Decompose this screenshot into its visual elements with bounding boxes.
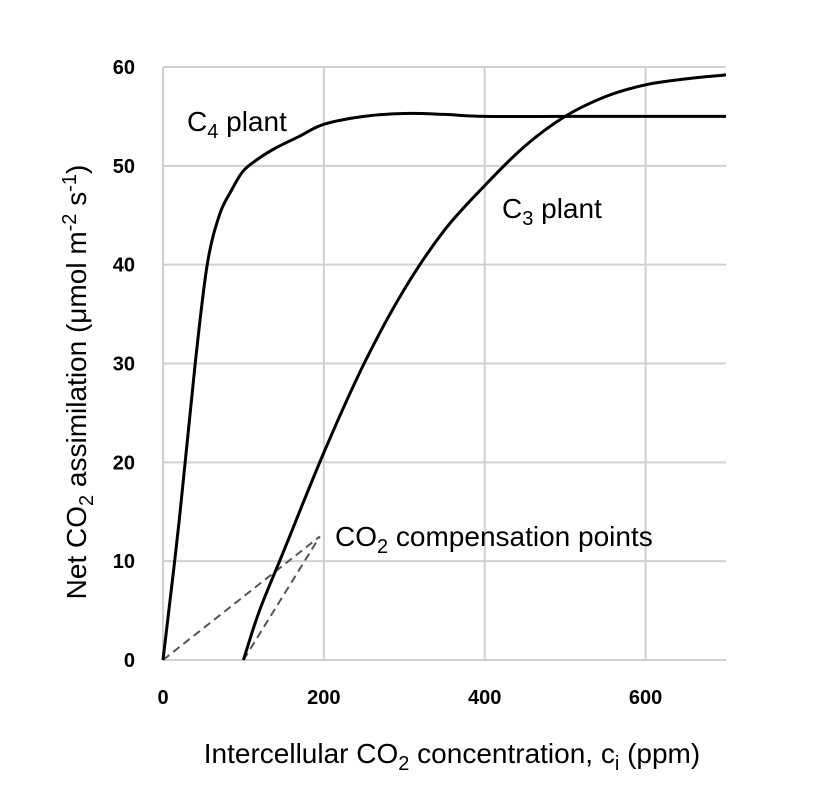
- y-tick-label: 10: [113, 551, 135, 573]
- y-tick-label: 20: [113, 452, 135, 474]
- x-tick-label: 400: [468, 687, 501, 709]
- x-tick-label: 0: [157, 687, 168, 709]
- y-tick-label: 50: [113, 156, 135, 178]
- x-axis-label: Intercellular CO2 concentration, ci (ppm…: [204, 738, 700, 775]
- y-tick-label: 30: [113, 354, 135, 376]
- compensation-lines: [162, 535, 321, 661]
- x-tick-label: 200: [307, 687, 340, 709]
- c3-plant-curve: [241, 73, 727, 661]
- series-curves: [161, 73, 727, 661]
- y-tick-label: 60: [113, 57, 135, 79]
- y-tick-label: 0: [124, 650, 135, 672]
- c4-plant-curve: [161, 111, 726, 661]
- c3-plant-label: C3 plant: [502, 193, 602, 230]
- compensation-dashed-line: [242, 535, 321, 661]
- x-tick-label: 600: [629, 687, 662, 709]
- c4-plant-label: C4 plant: [187, 106, 287, 143]
- compensation-dashed-line: [162, 535, 321, 661]
- y-axis-label: Net CO2 assimilation (μmol m-2 s-1): [59, 165, 98, 600]
- compensation-points-label: CO2 compensation points: [335, 521, 653, 558]
- y-tick-label: 40: [113, 255, 135, 277]
- grid-lines: [162, 66, 726, 661]
